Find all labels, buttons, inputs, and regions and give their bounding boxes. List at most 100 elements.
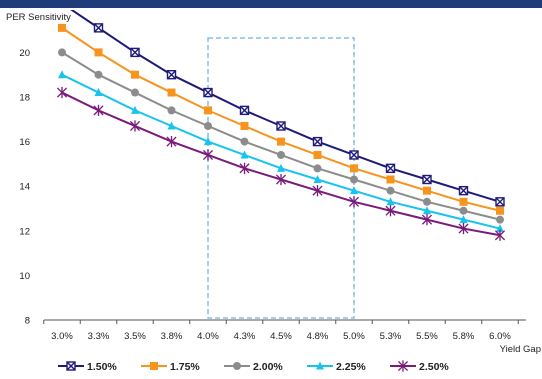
title-banner — [0, 0, 542, 8]
data-point — [93, 104, 104, 116]
data-point — [276, 121, 286, 131]
y-tick-label: 10 — [19, 271, 30, 282]
data-point — [131, 105, 139, 114]
data-point — [277, 137, 285, 146]
data-point — [385, 163, 396, 174]
legend-marker — [316, 361, 324, 370]
series-line-1 — [70, 10, 501, 203]
data-point — [422, 174, 432, 185]
y-tick-label: 18 — [19, 93, 30, 104]
series-line-3 — [61, 51, 501, 221]
data-point — [312, 185, 323, 197]
data-point — [58, 23, 66, 32]
data-point — [458, 222, 469, 235]
data-point — [240, 150, 249, 159]
data-point — [277, 163, 285, 172]
data-point — [423, 186, 431, 195]
data-point — [386, 197, 395, 206]
data-point — [240, 121, 249, 130]
data-point — [131, 88, 139, 97]
x-tick-label: 3.8% — [161, 331, 183, 342]
x-tick-label: 5.5% — [416, 331, 438, 342]
x-tick-label: 5.8% — [453, 331, 475, 342]
y-tick-label: 12 — [19, 226, 30, 237]
data-point — [58, 70, 66, 79]
data-point — [94, 48, 103, 57]
x-tick-label: 3.0% — [51, 331, 73, 342]
data-point — [204, 137, 212, 146]
legend-item-4: 2.25% — [307, 361, 366, 373]
data-point — [166, 69, 177, 80]
x-axis-title: Yield Gap — [500, 344, 541, 355]
data-point — [459, 197, 468, 206]
data-point — [239, 162, 250, 174]
data-point — [129, 120, 141, 132]
legend-item-3: 2.00% — [224, 361, 283, 373]
x-tick-label: 5.0% — [343, 331, 365, 342]
data-point — [204, 121, 212, 130]
data-point — [496, 206, 504, 215]
data-point — [131, 70, 139, 79]
data-point — [494, 229, 506, 241]
legend-item-2: 1.75% — [141, 361, 200, 373]
data-point — [386, 175, 395, 184]
legend-marker — [397, 360, 409, 372]
data-point — [58, 48, 66, 57]
data-point — [423, 197, 431, 206]
legend-label: 2.25% — [336, 361, 366, 373]
legend-label: 2.00% — [253, 361, 283, 373]
data-point — [385, 205, 396, 217]
x-tick-label: 5.3% — [380, 331, 402, 342]
x-tick-label: 4.3% — [234, 331, 256, 342]
y-tick-label: 16 — [19, 137, 30, 148]
data-point — [423, 206, 431, 215]
data-point — [459, 215, 468, 224]
y-tick-label: 8 — [25, 316, 30, 327]
data-point — [313, 175, 322, 184]
data-point — [350, 186, 358, 195]
data-point — [93, 23, 104, 33]
data-point — [203, 87, 213, 98]
legend-label: 1.75% — [170, 361, 200, 373]
y-axis-title: PER Sensitivity — [6, 12, 71, 23]
x-tick-label: 6.0% — [489, 331, 511, 342]
legend-item-1: 1.50% — [58, 361, 117, 373]
data-point — [312, 136, 323, 147]
x-tick-label: 4.0% — [197, 331, 219, 342]
data-point — [496, 224, 504, 233]
data-point — [204, 106, 212, 115]
data-point — [240, 137, 249, 146]
data-point — [56, 86, 68, 99]
y-tick-label: 20 — [19, 48, 30, 59]
highlight-range-box — [207, 37, 355, 319]
data-point — [130, 47, 140, 58]
data-point — [386, 186, 395, 195]
data-point — [313, 150, 322, 159]
x-tick-label: 3.3% — [88, 331, 110, 342]
x-tick-label: 4.5% — [270, 331, 292, 342]
x-tick-label: 4.8% — [307, 331, 329, 342]
legend-item-5: 2.50% — [390, 360, 449, 373]
y-tick-label: 14 — [19, 182, 30, 193]
data-point — [350, 175, 358, 184]
data-point — [167, 88, 176, 97]
data-point — [275, 173, 287, 186]
data-point — [348, 196, 360, 208]
legend-label: 2.50% — [419, 361, 449, 373]
data-point — [277, 150, 285, 159]
data-point — [496, 215, 504, 224]
data-point — [167, 106, 176, 115]
data-point — [421, 214, 433, 226]
data-point — [202, 149, 214, 161]
data-point — [349, 150, 359, 160]
data-point — [313, 164, 322, 173]
data-point — [350, 164, 358, 173]
legend-marker — [66, 361, 76, 371]
legend-marker — [150, 362, 158, 370]
data-point — [239, 105, 250, 116]
data-point — [94, 88, 103, 97]
x-tick-label: 3.5% — [124, 331, 146, 342]
data-point — [94, 70, 103, 79]
data-point — [459, 206, 468, 215]
